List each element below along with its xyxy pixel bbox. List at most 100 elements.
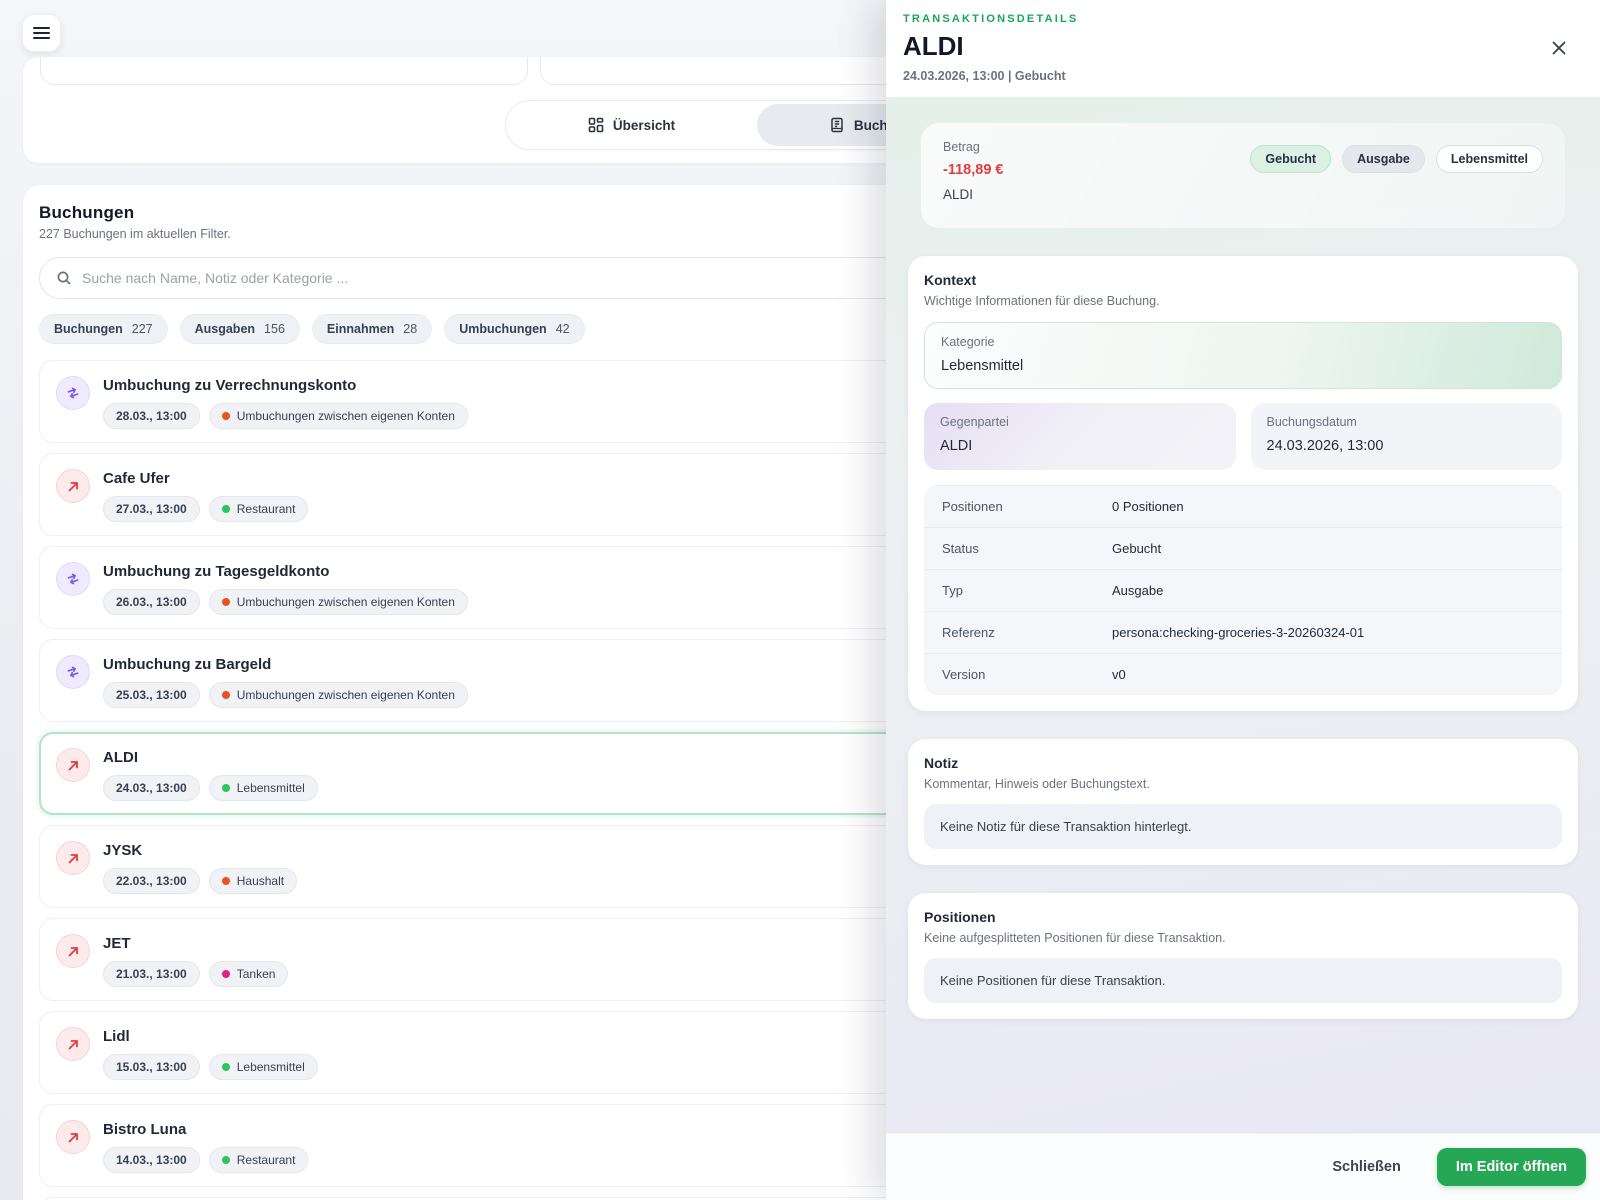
- filter-chip[interactable]: Umbuchungen 42: [444, 314, 584, 344]
- filter-chip[interactable]: Ausgaben 156: [180, 314, 300, 344]
- gegenpartei-tile: Gegenpartei ALDI: [924, 403, 1236, 470]
- transaction-category-label: Tanken: [237, 967, 276, 981]
- detail-table: Positionen 0 Positionen Status Gebucht T…: [924, 485, 1562, 695]
- search-icon: [56, 270, 72, 286]
- transaction-title: Bistro Luna: [103, 1121, 308, 1138]
- detail-row: Version v0: [924, 653, 1562, 695]
- open-editor-button[interactable]: Im Editor öffnen: [1437, 1148, 1586, 1186]
- amount-card: Betrag -118,89 € ALDI Gebucht Ausgabe Le…: [921, 123, 1565, 228]
- filter-chip-count: 156: [264, 322, 285, 336]
- transaction-category-chip: Restaurant: [209, 496, 309, 522]
- panel-footer: Schließen Im Editor öffnen: [886, 1133, 1600, 1200]
- panel-eyebrow: TRANSAKTIONSDETAILS: [903, 13, 1576, 25]
- kontext-section: Kontext Wichtige Informationen für diese…: [908, 256, 1578, 711]
- transaction-date-chip: 25.03., 13:00: [103, 682, 200, 708]
- notiz-subtitle: Kommentar, Hinweis oder Buchungstext.: [924, 777, 1562, 791]
- notiz-title: Notiz: [924, 755, 1562, 771]
- detail-value: Ausgabe: [1112, 583, 1163, 598]
- transaction-category-chip: Restaurant: [209, 1147, 309, 1173]
- close-icon: [1550, 39, 1568, 57]
- menu-button[interactable]: [22, 14, 61, 52]
- transaction-category-chip: Umbuchungen zwischen eigenen Konten: [209, 682, 468, 708]
- transfer-arrows-icon: [65, 385, 81, 401]
- kategorie-label: Kategorie: [941, 335, 1545, 349]
- filter-chip-label: Umbuchungen: [459, 322, 547, 336]
- filter-chip-count: 227: [132, 322, 153, 336]
- category-dot-icon: [222, 784, 230, 792]
- detail-label: Status: [942, 541, 1112, 556]
- transfer-arrows-icon: [65, 571, 81, 587]
- tab-uebersicht[interactable]: Übersicht: [510, 104, 753, 146]
- detail-row: Typ Ausgabe: [924, 569, 1562, 611]
- transaction-title: Lidl: [103, 1028, 318, 1045]
- detail-value: persona:checking-groceries-3-20260324-01: [1112, 625, 1364, 640]
- transaction-date-chip: 15.03., 13:00: [103, 1054, 200, 1080]
- positionen-title: Positionen: [924, 909, 1562, 925]
- hamburger-icon: [33, 27, 50, 40]
- tab-uebersicht-label: Übersicht: [613, 118, 675, 133]
- gegenpartei-value: ALDI: [940, 438, 1220, 454]
- filter-chip-label: Buchungen: [54, 322, 123, 336]
- transaction-category-chip: Tanken: [209, 961, 289, 987]
- transaction-details-panel: TRANSAKTIONSDETAILS ALDI 24.03.2026, 13:…: [886, 0, 1600, 1200]
- filter-chip[interactable]: Buchungen 227: [39, 314, 168, 344]
- status-badge: Gebucht: [1250, 145, 1331, 173]
- buchungsdatum-label: Buchungsdatum: [1267, 415, 1547, 429]
- transaction-category-label: Haushalt: [237, 874, 284, 888]
- filter-chip-count: 28: [403, 322, 417, 336]
- transaction-date-chip: 27.03., 13:00: [103, 496, 200, 522]
- status-badges: Gebucht Ausgabe Lebensmittel: [1250, 145, 1543, 173]
- category-dot-icon: [222, 1063, 230, 1071]
- expense-arrow-icon: [66, 1037, 81, 1052]
- category-dot-icon: [222, 1156, 230, 1164]
- expense-arrow-icon: [66, 758, 81, 773]
- filter-field-left[interactable]: [40, 57, 528, 85]
- transaction-date-chip: 24.03., 13:00: [103, 775, 200, 801]
- buchungsdatum-tile: Buchungsdatum 24.03.2026, 13:00: [1251, 403, 1563, 470]
- detail-row: Referenz persona:checking-groceries-3-20…: [924, 611, 1562, 653]
- transaction-category-label: Umbuchungen zwischen eigenen Konten: [237, 688, 455, 702]
- kategorie-tile: Kategorie Lebensmittel: [924, 322, 1562, 389]
- category-dot-icon: [222, 598, 230, 606]
- panel-header: TRANSAKTIONSDETAILS ALDI 24.03.2026, 13:…: [886, 0, 1600, 97]
- buchungsdatum-value: 24.03.2026, 13:00: [1267, 438, 1547, 454]
- category-dot-icon: [222, 691, 230, 699]
- kategorie-value: Lebensmittel: [941, 358, 1545, 374]
- panel-body: Betrag -118,89 € ALDI Gebucht Ausgabe Le…: [886, 97, 1600, 1133]
- close-button[interactable]: [1545, 34, 1573, 62]
- transaction-category-chip: Umbuchungen zwischen eigenen Konten: [209, 403, 468, 429]
- category-dot-icon: [222, 970, 230, 978]
- category-dot-icon: [222, 412, 230, 420]
- notiz-section: Notiz Kommentar, Hinweis oder Buchungste…: [908, 739, 1578, 865]
- expense-arrow-icon: [66, 851, 81, 866]
- positionen-subtitle: Keine aufgesplitteten Positionen für die…: [924, 931, 1562, 945]
- transaction-category-label: Lebensmittel: [237, 781, 305, 795]
- filter-chip[interactable]: Einnahmen 28: [312, 314, 432, 344]
- gegenpartei-label: Gegenpartei: [940, 415, 1220, 429]
- positionen-section: Positionen Keine aufgesplitteten Positio…: [908, 893, 1578, 1019]
- filter-chip-count: 42: [556, 322, 570, 336]
- transaction-date-chip: 26.03., 13:00: [103, 589, 200, 615]
- transaction-title: Cafe Ufer: [103, 470, 308, 487]
- kontext-title: Kontext: [924, 272, 1562, 288]
- transaction-category-chip: Lebensmittel: [209, 775, 318, 801]
- transaction-date-chip: 14.03., 13:00: [103, 1147, 200, 1173]
- overview-grid-icon: [588, 117, 604, 133]
- transaction-category-label: Umbuchungen zwischen eigenen Konten: [237, 595, 455, 609]
- transaction-title: JYSK: [103, 842, 297, 859]
- filter-chip-label: Einnahmen: [327, 322, 394, 336]
- panel-title: ALDI: [903, 31, 1576, 62]
- transaction-title: ALDI: [103, 749, 318, 766]
- schliessen-button[interactable]: Schließen: [1322, 1151, 1411, 1183]
- transaction-title: Umbuchung zu Bargeld: [103, 656, 468, 673]
- amount-counterparty: ALDI: [943, 187, 1003, 202]
- kontext-subtitle: Wichtige Informationen für diese Buchung…: [924, 294, 1562, 308]
- transaction-category-label: Umbuchungen zwischen eigenen Konten: [237, 409, 455, 423]
- detail-row: Status Gebucht: [924, 527, 1562, 569]
- positionen-empty-state: Keine Positionen für diese Transaktion.: [924, 958, 1562, 1003]
- detail-label: Positionen: [942, 499, 1112, 514]
- transaction-category-label: Lebensmittel: [237, 1060, 305, 1074]
- transaction-category-chip: Lebensmittel: [209, 1054, 318, 1080]
- panel-subtitle: 24.03.2026, 13:00 | Gebucht: [903, 69, 1576, 83]
- transaction-category-chip: Umbuchungen zwischen eigenen Konten: [209, 589, 468, 615]
